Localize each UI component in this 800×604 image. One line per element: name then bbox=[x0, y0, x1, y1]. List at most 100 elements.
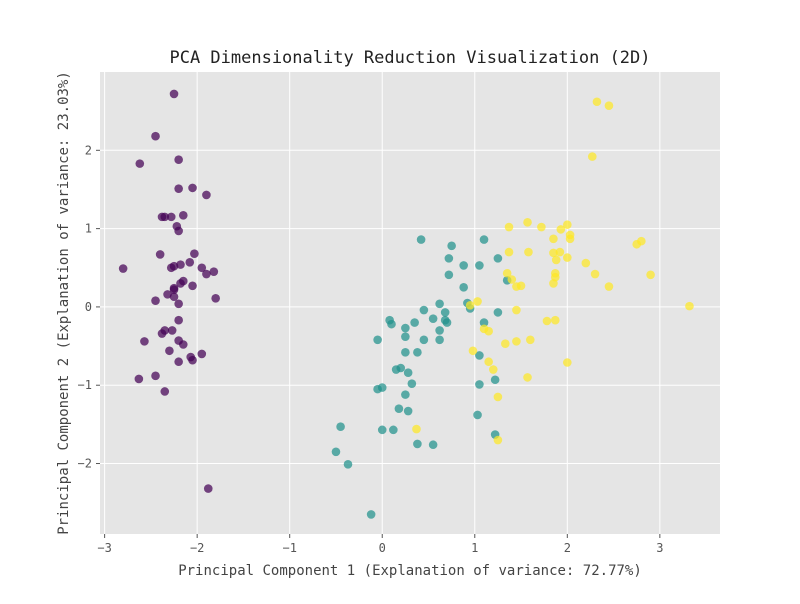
x-tick-label: 2 bbox=[564, 541, 571, 555]
data-point bbox=[394, 404, 404, 414]
data-point bbox=[160, 212, 170, 222]
data-point bbox=[604, 101, 614, 110]
data-point bbox=[581, 258, 591, 268]
data-point bbox=[202, 190, 211, 200]
data-point bbox=[488, 365, 498, 374]
data-point bbox=[416, 235, 426, 244]
data-point bbox=[428, 314, 438, 323]
data-point bbox=[444, 270, 454, 280]
data-point bbox=[537, 222, 546, 232]
data-point bbox=[134, 374, 144, 384]
data-point bbox=[197, 349, 207, 359]
y-tick-label: 1 bbox=[85, 222, 92, 236]
data-point bbox=[413, 348, 422, 357]
data-point bbox=[542, 316, 552, 326]
data-point bbox=[118, 264, 128, 273]
data-point bbox=[203, 484, 213, 493]
data-point bbox=[157, 329, 167, 338]
data-point bbox=[174, 155, 183, 165]
x-axis-label: Principal Component 1 (Explanation of va… bbox=[178, 563, 642, 579]
data-point bbox=[174, 315, 183, 325]
x-tick-label: 1 bbox=[471, 541, 478, 555]
x-tick-label: −1 bbox=[282, 541, 296, 555]
data-point bbox=[512, 305, 521, 315]
data-point bbox=[174, 299, 183, 309]
data-point bbox=[176, 279, 185, 288]
data-point bbox=[343, 460, 353, 469]
data-point bbox=[468, 346, 478, 356]
data-point bbox=[465, 301, 475, 310]
data-point bbox=[401, 332, 410, 341]
chart-title: PCA Dimensionality Reduction Visualizati… bbox=[169, 48, 650, 68]
data-point bbox=[151, 371, 160, 381]
data-point bbox=[407, 379, 417, 388]
data-point bbox=[604, 282, 614, 291]
data-point bbox=[151, 131, 160, 141]
grid bbox=[100, 72, 720, 534]
data-point bbox=[685, 301, 694, 311]
data-point bbox=[479, 318, 489, 327]
data-point bbox=[155, 250, 165, 259]
data-point bbox=[401, 348, 410, 357]
data-point bbox=[410, 318, 419, 327]
data-point bbox=[646, 270, 655, 280]
data-point bbox=[447, 241, 456, 251]
data-point bbox=[160, 387, 170, 396]
data-point bbox=[391, 365, 401, 374]
data-point bbox=[523, 373, 532, 382]
data-point bbox=[163, 290, 172, 299]
data-points bbox=[118, 89, 694, 519]
data-point bbox=[166, 212, 176, 222]
series-2 bbox=[331, 235, 512, 519]
series-1 bbox=[118, 89, 220, 493]
data-point bbox=[202, 269, 211, 279]
data-point bbox=[493, 392, 503, 402]
data-point bbox=[419, 335, 429, 345]
data-point bbox=[504, 247, 514, 257]
y-tick-label: −2 bbox=[78, 457, 92, 471]
data-point bbox=[587, 152, 597, 161]
data-point bbox=[389, 425, 398, 435]
data-point bbox=[174, 357, 183, 367]
data-point bbox=[336, 422, 345, 432]
data-point bbox=[188, 183, 197, 193]
y-tick-label: −1 bbox=[78, 378, 92, 392]
data-point bbox=[401, 323, 410, 333]
data-point bbox=[377, 425, 387, 435]
data-point bbox=[185, 257, 195, 267]
data-point bbox=[174, 226, 183, 236]
data-point bbox=[440, 315, 450, 325]
data-point bbox=[459, 261, 468, 270]
data-point bbox=[524, 247, 533, 257]
data-point bbox=[523, 218, 532, 227]
data-point bbox=[331, 447, 341, 457]
data-point bbox=[502, 268, 512, 278]
data-point bbox=[165, 346, 174, 356]
data-point bbox=[525, 335, 535, 345]
data-point bbox=[435, 335, 444, 345]
data-point bbox=[555, 247, 565, 257]
data-point bbox=[490, 375, 500, 385]
data-point bbox=[473, 297, 482, 306]
data-point bbox=[473, 410, 482, 420]
data-point bbox=[366, 510, 376, 519]
data-point bbox=[501, 339, 510, 349]
data-point bbox=[413, 439, 422, 449]
data-point bbox=[479, 235, 489, 244]
data-point bbox=[493, 254, 503, 263]
data-point bbox=[174, 184, 183, 193]
data-point bbox=[475, 261, 484, 270]
data-point bbox=[169, 89, 179, 99]
data-point bbox=[493, 308, 503, 317]
data-point bbox=[373, 384, 382, 394]
series-3 bbox=[412, 97, 694, 445]
data-point bbox=[197, 263, 207, 273]
data-point bbox=[475, 351, 484, 360]
data-point bbox=[167, 326, 177, 335]
data-point bbox=[435, 299, 444, 309]
x-tick-label: −2 bbox=[190, 541, 204, 555]
data-point bbox=[563, 358, 572, 367]
data-point bbox=[444, 254, 454, 263]
